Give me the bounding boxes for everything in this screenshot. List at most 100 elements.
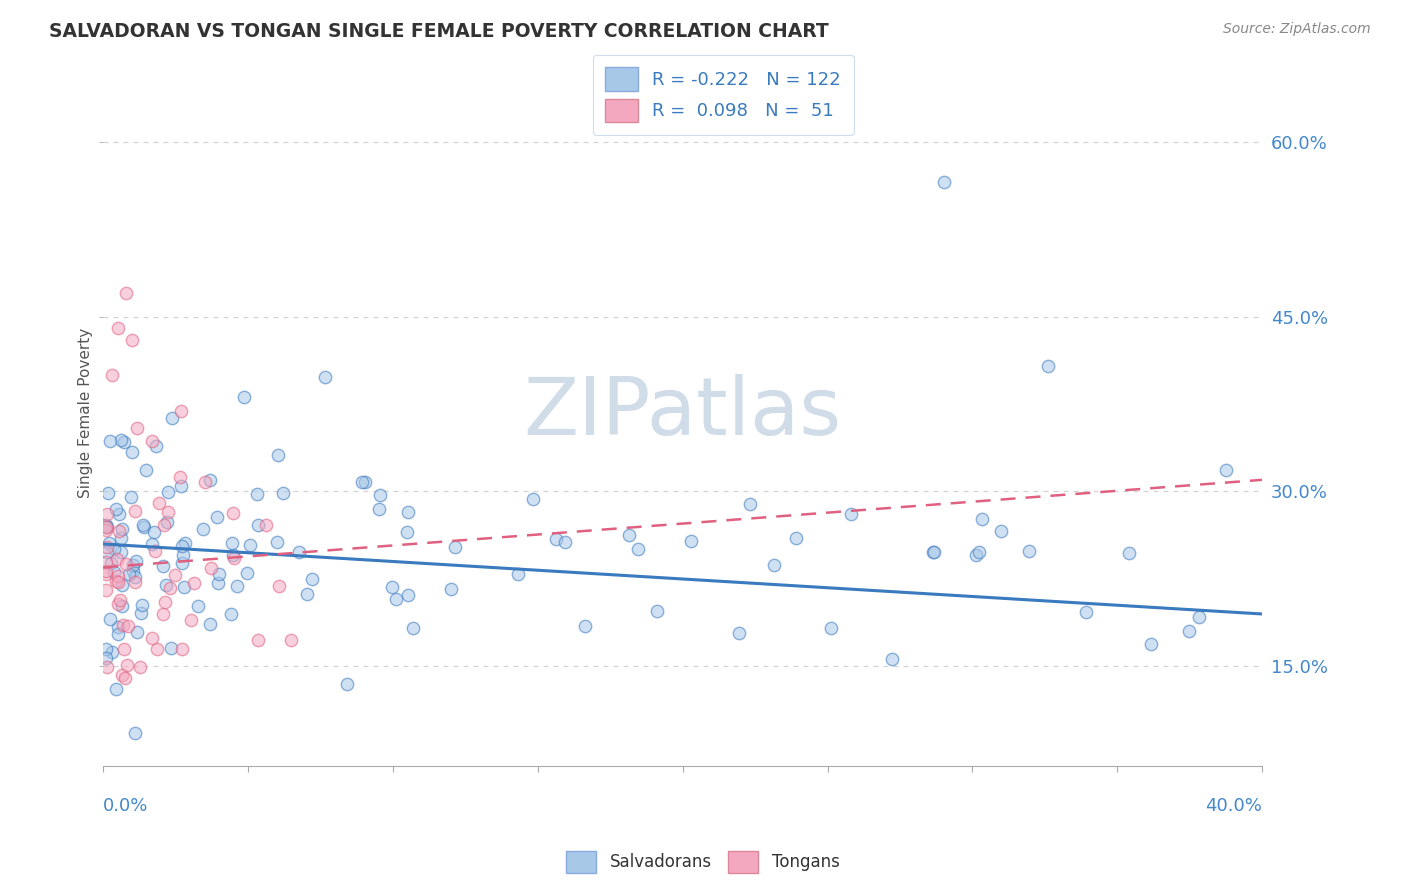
Point xyxy=(395,524,418,539)
Point xyxy=(336,677,359,691)
Point xyxy=(193,522,215,536)
Point xyxy=(1118,546,1140,560)
Point xyxy=(1265,598,1288,612)
Point xyxy=(440,582,463,597)
Point xyxy=(194,475,217,489)
Point xyxy=(112,435,135,450)
Point xyxy=(965,548,987,562)
Point xyxy=(221,607,243,622)
Point xyxy=(96,520,118,534)
Point xyxy=(626,541,648,556)
Point xyxy=(94,517,117,532)
Point xyxy=(105,501,128,516)
Point xyxy=(233,390,256,404)
Y-axis label: Single Female Poverty: Single Female Poverty xyxy=(79,327,93,498)
Point xyxy=(225,579,247,593)
Point xyxy=(679,534,702,549)
Point xyxy=(368,488,391,502)
Point xyxy=(124,570,146,584)
Point xyxy=(156,515,179,529)
Point xyxy=(972,512,994,526)
Point xyxy=(266,534,288,549)
Point xyxy=(96,660,118,674)
Point xyxy=(522,492,544,507)
Point xyxy=(180,613,202,627)
Point xyxy=(385,591,408,606)
Point xyxy=(1177,624,1199,638)
Point xyxy=(132,519,155,533)
Point xyxy=(763,558,786,573)
Point xyxy=(273,486,295,500)
Point xyxy=(170,404,193,418)
Point xyxy=(107,321,129,335)
Point xyxy=(200,561,222,575)
Point xyxy=(98,434,121,449)
Point xyxy=(141,434,163,449)
Point xyxy=(160,640,183,655)
Point xyxy=(969,545,991,559)
Point xyxy=(172,539,194,553)
Point xyxy=(121,333,143,347)
Point xyxy=(396,505,419,519)
Point xyxy=(574,619,596,633)
Point xyxy=(98,612,121,626)
Point xyxy=(97,486,120,500)
Point xyxy=(444,541,467,555)
Point xyxy=(1309,714,1331,729)
Point xyxy=(554,535,576,549)
Point xyxy=(120,490,142,504)
Point xyxy=(110,531,132,545)
Point xyxy=(148,496,170,510)
Point xyxy=(239,538,262,552)
Point xyxy=(880,651,903,665)
Point xyxy=(96,507,118,521)
Point xyxy=(103,542,125,557)
Point xyxy=(187,599,209,613)
Text: ZIPatlas: ZIPatlas xyxy=(523,374,842,451)
Point xyxy=(115,286,138,301)
Point xyxy=(381,581,404,595)
Point xyxy=(922,545,945,559)
Point xyxy=(506,567,529,582)
Point xyxy=(145,641,167,656)
Point xyxy=(163,568,186,582)
Point xyxy=(172,556,194,570)
Point xyxy=(785,531,807,545)
Point xyxy=(314,370,336,384)
Point xyxy=(353,475,375,489)
Point xyxy=(107,568,129,582)
Point xyxy=(368,502,391,516)
Point xyxy=(103,566,125,580)
Point xyxy=(107,620,129,634)
Point xyxy=(94,520,117,534)
Point xyxy=(112,618,135,632)
Point xyxy=(157,505,180,519)
Point xyxy=(143,544,166,558)
Point xyxy=(96,641,118,656)
Point xyxy=(108,507,131,521)
Point xyxy=(152,518,174,533)
Point xyxy=(727,625,749,640)
Text: 0.0%: 0.0% xyxy=(103,797,149,815)
Point xyxy=(105,552,128,566)
Point xyxy=(619,527,641,541)
Point xyxy=(104,574,127,588)
Point xyxy=(1139,637,1161,651)
Point xyxy=(222,551,245,566)
Point xyxy=(98,536,121,550)
Point xyxy=(127,624,149,639)
Point xyxy=(221,536,243,550)
Point xyxy=(107,574,129,589)
Point xyxy=(108,593,131,607)
Point xyxy=(198,617,221,632)
Point xyxy=(173,580,195,594)
Point xyxy=(96,545,118,559)
Point xyxy=(110,545,132,559)
Point xyxy=(142,524,165,539)
Point xyxy=(132,517,155,532)
Point xyxy=(152,607,174,621)
Point xyxy=(245,487,267,501)
Point xyxy=(141,537,163,551)
Point xyxy=(131,598,153,612)
Point xyxy=(111,668,134,682)
